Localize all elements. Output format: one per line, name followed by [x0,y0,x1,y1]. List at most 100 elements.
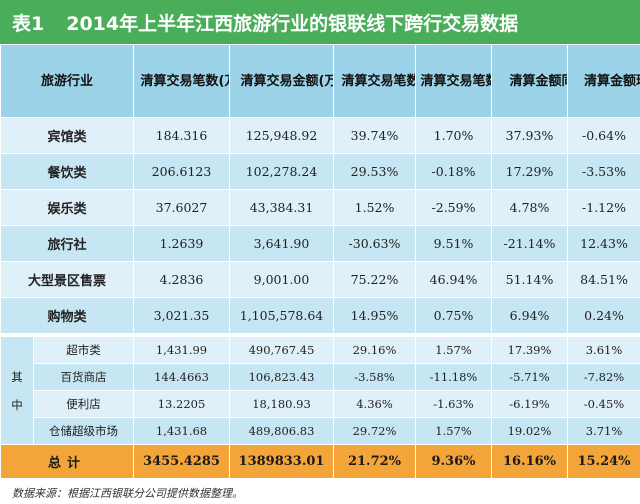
header-count-yoy: 清算交易笔数同比增长 [333,44,416,118]
cell-amount-mom: -3.53% [567,153,640,190]
cell-amount-yoy: 17.29% [491,153,568,190]
table-row: 百货商店 144.4663 106,823.43 -3.58% -11.18% … [1,363,640,391]
cell-txn-amount: 489,806.83 [229,417,334,445]
table-row: 便利店 13.2205 18,180.93 4.36% -1.63% -6.19… [1,390,640,418]
total-count-mom: 9.36% [415,444,492,479]
cell-txn-count: 1.2639 [133,225,230,262]
cell-amount-yoy: 6.94% [491,297,568,334]
cell-count-mom: 1.57% [415,417,492,445]
cell-amount-mom: 12.43% [567,225,640,262]
cell-txn-amount: 106,823.43 [229,363,334,391]
cell-count-mom: 1.70% [415,117,492,154]
cell-txn-count: 144.4663 [133,363,230,391]
cell-amount-mom: -0.64% [567,117,640,154]
row-name: 超市类 [33,336,134,364]
row-name: 仓储超级市场 [33,417,134,445]
group-label: 其中 [0,336,34,445]
cell-count-yoy: 4.36% [333,390,416,418]
cell-txn-count: 3,021.35 [133,297,230,334]
table-row: 餐饮类 206.6123 102,278.24 29.53% -0.18% 17… [0,153,640,190]
cell-amount-mom: -0.45% [567,390,640,418]
header-count-mom: 清算交易笔数环比增长 [415,44,492,118]
cell-count-mom: -11.18% [415,363,492,391]
row-name: 娱乐类 [0,189,134,226]
header-txn-count: 清算交易笔数(万笔) [133,44,230,118]
table-row: 娱乐类 37.6027 43,384.31 1.52% -2.59% 4.78%… [0,189,640,226]
subcategory-table: 其中 超市类 1,431.99 490,767.45 29.16% 1.57% … [0,336,640,479]
cell-count-yoy: 29.72% [333,417,416,445]
cell-amount-yoy: 19.02% [491,417,568,445]
table-title-bar: 表1 2014年上半年江西旅游行业的银联线下跨行交易数据 [0,0,640,44]
total-label: 总计 [0,444,134,479]
cell-amount-yoy: 37.93% [491,117,568,154]
row-name: 百货商店 [33,363,134,391]
cell-count-mom: -2.59% [415,189,492,226]
cell-count-yoy: -3.58% [333,363,416,391]
cell-txn-amount: 3,641.90 [229,225,334,262]
cell-amount-mom: 3.71% [567,417,640,445]
header-txn-amount: 清算交易金额(万元) [229,44,334,118]
cell-txn-amount: 125,948.92 [229,117,334,154]
cell-txn-count: 1,431.68 [133,417,230,445]
cell-txn-count: 37.6027 [133,189,230,226]
total-txn-amount: 1389833.01 [229,444,334,479]
table-row: 宾馆类 184.316 125,948.92 39.74% 1.70% 37.9… [0,117,640,154]
header-amount-yoy: 清算金额同比增长 [491,44,568,118]
table-row: 其中 超市类 1,431.99 490,767.45 29.16% 1.57% … [0,336,640,445]
cell-txn-count: 4.2836 [133,261,230,298]
cell-count-yoy: 29.16% [333,336,416,364]
cell-amount-mom: 84.51% [567,261,640,298]
cell-count-mom: 0.75% [415,297,492,334]
cell-count-yoy: 39.74% [333,117,416,154]
table-row: 购物类 3,021.35 1,105,578.64 14.95% 0.75% 6… [0,297,640,334]
total-amount-yoy: 16.16% [491,444,568,479]
row-name: 便利店 [33,390,134,418]
cell-count-yoy: 1.52% [333,189,416,226]
cell-amount-mom: -1.12% [567,189,640,226]
cell-count-mom: -0.18% [415,153,492,190]
cell-count-yoy: 29.53% [333,153,416,190]
cell-amount-yoy: 4.78% [491,189,568,226]
row-name: 购物类 [0,297,134,334]
data-table: 旅游行业 清算交易笔数(万笔) 清算交易金额(万元) 清算交易笔数同比增长 清算… [0,44,640,334]
total-count-yoy: 21.72% [333,444,416,479]
row-name: 餐饮类 [0,153,134,190]
cell-txn-amount: 490,767.45 [229,336,334,364]
cell-amount-mom: 3.61% [567,336,640,364]
total-amount-mom: 15.24% [567,444,640,479]
cell-count-mom: 9.51% [415,225,492,262]
cell-count-yoy: 14.95% [333,297,416,334]
cell-txn-count: 184.316 [133,117,230,154]
cell-txn-count: 13.2205 [133,390,230,418]
row-name: 旅行社 [0,225,134,262]
cell-count-yoy: -30.63% [333,225,416,262]
total-txn-count: 3455.4285 [133,444,230,479]
cell-txn-amount: 9,001.00 [229,261,334,298]
cell-amount-yoy: 51.14% [491,261,568,298]
table-number: 表1 [12,12,45,35]
row-name: 宾馆类 [0,117,134,154]
header-row: 旅游行业 清算交易笔数(万笔) 清算交易金额(万元) 清算交易笔数同比增长 清算… [0,44,640,118]
cell-txn-amount: 102,278.24 [229,153,334,190]
cell-amount-yoy: 17.39% [491,336,568,364]
cell-amount-yoy: -21.14% [491,225,568,262]
cell-amount-mom: 0.24% [567,297,640,334]
table-row: 仓储超级市场 1,431.68 489,806.83 29.72% 1.57% … [1,417,640,445]
cell-txn-amount: 18,180.93 [229,390,334,418]
cell-txn-amount: 1,105,578.64 [229,297,334,334]
cell-count-mom: 46.94% [415,261,492,298]
cell-count-mom: 1.57% [415,336,492,364]
cell-count-yoy: 75.22% [333,261,416,298]
data-source-note: 数据来源：根据江西银联分公司提供数据整理。 [12,487,243,500]
cell-txn-amount: 43,384.31 [229,189,334,226]
cell-txn-count: 1,431.99 [133,336,230,364]
header-amount-mom: 清算金额环比增长 [567,44,640,118]
table-row: 旅行社 1.2639 3,641.90 -30.63% 9.51% -21.14… [0,225,640,262]
row-name: 大型景区售票 [0,261,134,298]
cell-amount-yoy: -5.71% [491,363,568,391]
cell-count-mom: -1.63% [415,390,492,418]
total-row: 总计 3455.4285 1389833.01 21.72% 9.36% 16.… [0,444,640,479]
table-row: 大型景区售票 4.2836 9,001.00 75.22% 46.94% 51.… [0,261,640,298]
cell-amount-yoy: -6.19% [491,390,568,418]
